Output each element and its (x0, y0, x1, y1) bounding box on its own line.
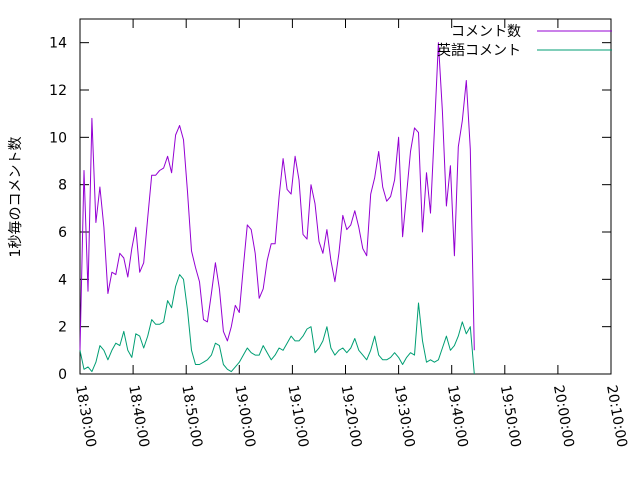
x-tick-label: 19:10:00 (284, 384, 311, 449)
x-tick-label: 19:00:00 (231, 384, 258, 449)
y-tick-label: 0 (58, 367, 67, 383)
x-tick-label: 19:50:00 (497, 384, 524, 449)
x-axis: 18:30:00 18:40:00 18:50:00 19:00:00 19:10:00… (72, 19, 630, 449)
x-tick-label: 19:30:00 (391, 384, 418, 449)
legend-label: コメント数 (451, 24, 521, 40)
series-line-2 (79, 274, 475, 375)
plot-frame (79, 18, 612, 375)
y-tick-label: 10 (49, 130, 67, 146)
y-tick-label: 2 (58, 320, 67, 336)
x-tick-label: 18:50:00 (178, 384, 205, 449)
legend-label: 英語コメント (437, 42, 521, 59)
x-tick-label: 19:20:00 (338, 384, 365, 449)
y-axis-label: 1秒毎のコメント数 (8, 137, 24, 258)
x-tick-label: 20:00:00 (550, 384, 577, 449)
y-tick-label: 8 (58, 178, 67, 194)
x-tick-label: 20:10:00 (603, 384, 630, 449)
x-tick-label: 19:40:00 (444, 384, 471, 449)
y-tick-label: 12 (49, 83, 67, 99)
series-lines (79, 42, 475, 375)
y-axis: 0 2 4 6 8 10 12 14 (49, 36, 611, 383)
series-line-1 (79, 42, 475, 351)
x-tick-label: 18:40:00 (125, 384, 152, 449)
y-tick-label: 14 (49, 36, 67, 52)
y-tick-label: 4 (58, 272, 67, 288)
y-tick-label: 6 (58, 225, 67, 241)
x-tick-label: 18:30:00 (72, 384, 99, 449)
